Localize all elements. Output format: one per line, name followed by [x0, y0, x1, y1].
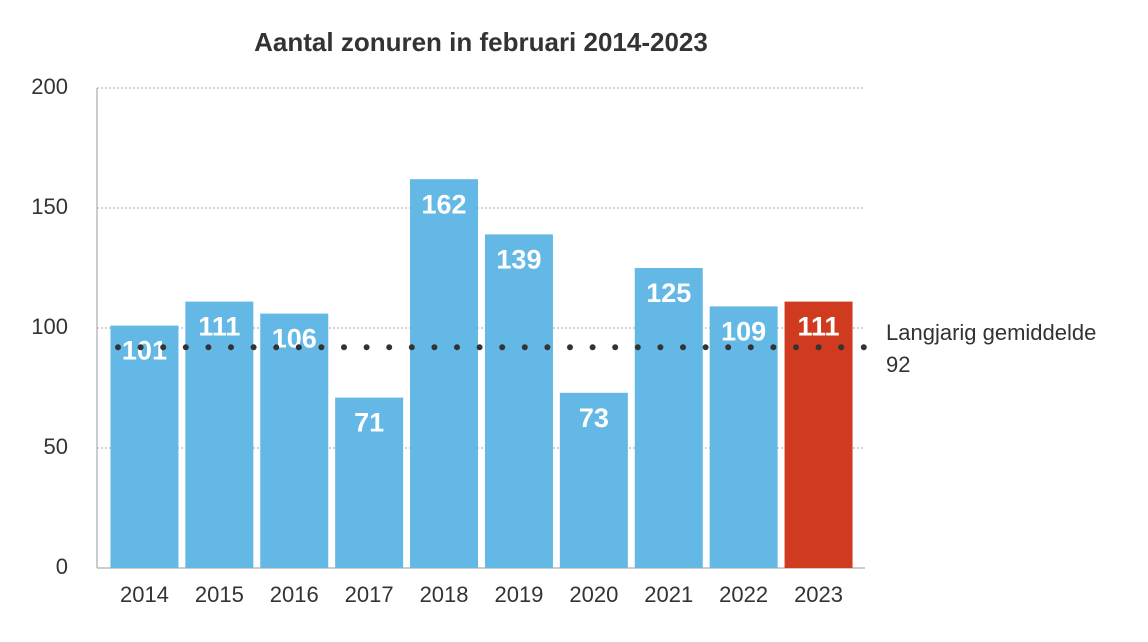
y-tick-label: 200 [31, 74, 68, 99]
x-tick-label: 2017 [345, 582, 394, 607]
y-tick-label: 50 [44, 434, 68, 459]
x-tick-label: 2018 [420, 582, 469, 607]
bar [484, 234, 553, 568]
value-label: 109 [721, 317, 766, 347]
reference-label: Langjarig gemiddelde [886, 320, 1096, 345]
bar [634, 268, 703, 568]
x-tick-label: 2020 [569, 582, 618, 607]
bar [410, 179, 479, 568]
x-tick-label: 2019 [494, 582, 543, 607]
value-label: 101 [122, 336, 167, 366]
bar [260, 313, 329, 568]
value-label: 111 [198, 312, 240, 342]
x-tick-label: 2016 [270, 582, 319, 607]
value-label: 162 [422, 189, 467, 219]
bar [709, 306, 778, 568]
x-tick-label: 2023 [794, 582, 843, 607]
reference-value: 92 [886, 352, 910, 377]
x-tick-label: 2021 [644, 582, 693, 607]
y-tick-label: 150 [31, 194, 68, 219]
y-tick-label: 0 [56, 554, 68, 579]
bar [335, 397, 404, 568]
y-tick-label: 100 [31, 314, 68, 339]
chart-title: Aantal zonuren in februari 2014-2023 [254, 27, 708, 57]
bar [110, 325, 179, 568]
x-tick-label: 2014 [120, 582, 169, 607]
x-tick-label: 2022 [719, 582, 768, 607]
x-tick-label: 2015 [195, 582, 244, 607]
value-label: 111 [798, 312, 840, 342]
value-label: 139 [496, 245, 541, 275]
value-label: 106 [272, 324, 317, 354]
value-label: 71 [354, 408, 384, 438]
value-label: 73 [579, 403, 609, 433]
bar [185, 301, 254, 568]
value-label: 125 [646, 278, 691, 308]
bar [559, 392, 628, 568]
